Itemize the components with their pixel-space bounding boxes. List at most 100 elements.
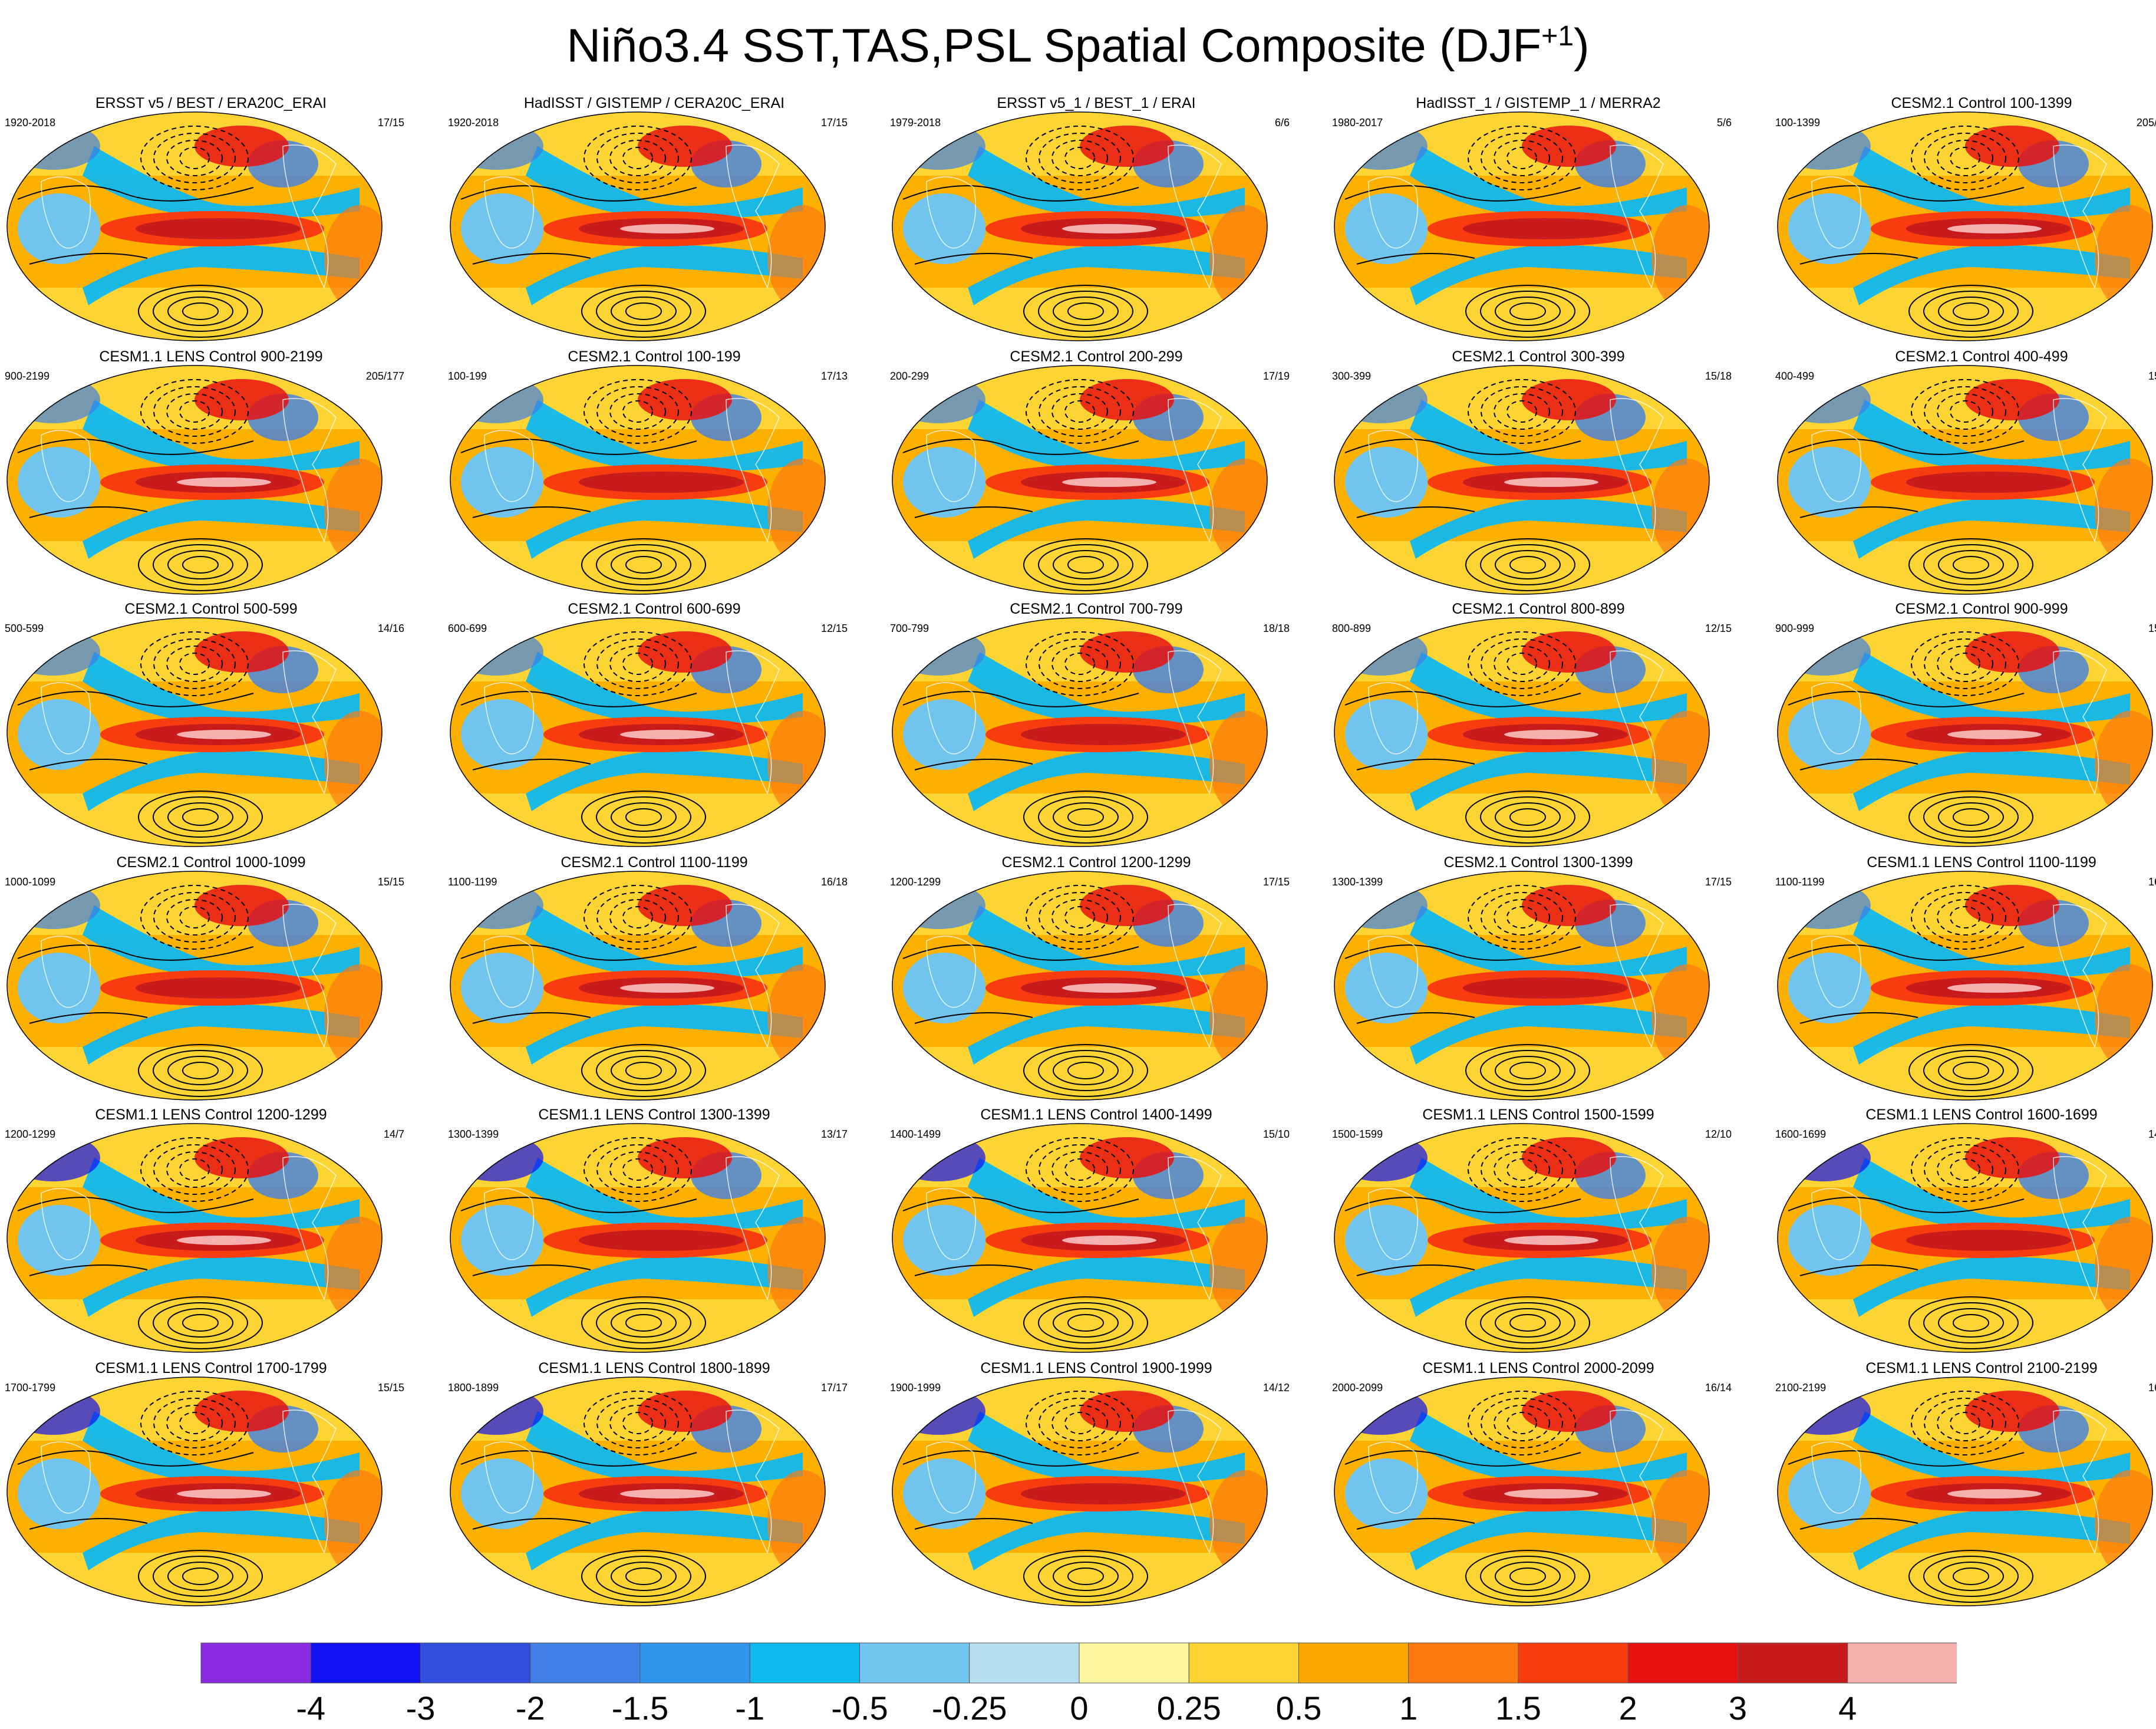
panel-title: CESM2.1 Control 400-499 xyxy=(1895,348,2068,365)
panel-period: 1800-1899 xyxy=(448,1382,499,1394)
colorbar-tick-label: -2 xyxy=(515,1690,545,1727)
panel-event-count: 15/15 xyxy=(2148,623,2156,634)
map-panel: CESM1.1 LENS Control 1400-1499 1400-1499 1… xyxy=(889,1106,1304,1358)
robinson-map xyxy=(892,1123,1268,1353)
panel-period: 100-199 xyxy=(448,370,487,382)
panel-event-count: 17/15 xyxy=(1262,876,1290,888)
colorbar-box xyxy=(530,1642,641,1684)
map-panel: CESM1.1 LENS Control 1800-1899 1800-1899 1… xyxy=(447,1359,862,1612)
panel-event-count: 17/15 xyxy=(820,117,848,129)
map-panel: HadISST / GISTEMP / CERA20C_ERAI 1920-201… xyxy=(447,94,862,347)
panel-title: CESM1.1 LENS Control 1400-1499 xyxy=(980,1106,1212,1123)
robinson-map xyxy=(450,871,826,1101)
panel-event-count: 14/16 xyxy=(377,623,404,634)
colorbar-box xyxy=(1738,1642,1848,1684)
map-panel: CESM2.1 Control 700-799 700-799 18/18 xyxy=(889,600,1304,852)
title-close: ) xyxy=(1574,19,1590,72)
map-panel: CESM2.1 Control 100-199 100-199 17/13 xyxy=(447,348,862,600)
map-panel: CESM2.1 Control 800-899 800-899 12/15 xyxy=(1331,600,1746,852)
panel-event-count: 15/14 xyxy=(2148,370,2156,382)
panel-period: 900-2199 xyxy=(5,370,50,382)
panel-period: 1200-1299 xyxy=(5,1128,56,1140)
robinson-map xyxy=(6,111,383,341)
panel-period: 1200-1299 xyxy=(890,876,941,888)
panel-event-count: 15/10 xyxy=(1262,1128,1290,1140)
panel-title: CESM2.1 Control 300-399 xyxy=(1452,348,1625,365)
colorbar-box xyxy=(1188,1642,1299,1684)
colorbar-box xyxy=(1079,1642,1189,1684)
robinson-map xyxy=(1334,1376,1710,1606)
panel-title: CESM1.1 LENS Control 2100-2199 xyxy=(1865,1360,2098,1376)
robinson-map xyxy=(892,617,1268,847)
colorbar-box xyxy=(639,1642,750,1684)
panel-event-count: 18/18 xyxy=(1262,623,1290,634)
panel-title: CESM2.1 Control 200-299 xyxy=(1010,348,1183,365)
panel-period: 1100-1199 xyxy=(1775,876,1825,888)
colorbar-box xyxy=(1408,1642,1519,1684)
panel-title: CESM2.1 Control 800-899 xyxy=(1452,601,1625,617)
robinson-map xyxy=(1334,871,1710,1101)
panel-event-count: 16/18 xyxy=(820,876,848,888)
map-panel: CESM1.1 LENS Control 2100-2199 2100-2199 1… xyxy=(1774,1359,2156,1612)
robinson-map xyxy=(892,111,1268,341)
robinson-map xyxy=(892,1376,1268,1606)
colorbar-box xyxy=(1298,1642,1409,1684)
panel-event-count: 14/7 xyxy=(383,1128,404,1140)
map-panel: CESM1.1 LENS Control 1500-1599 1500-1599 1… xyxy=(1331,1106,1746,1358)
colorbar-tick-label: 4 xyxy=(1838,1690,1857,1727)
panel-period: 500-599 xyxy=(5,623,44,634)
panel-title: CESM2.1 Control 900-999 xyxy=(1895,601,2068,617)
robinson-map xyxy=(6,365,383,595)
colorbar-tick-label: 0.5 xyxy=(1275,1690,1322,1727)
panel-period: 1300-1399 xyxy=(1332,876,1383,888)
panel-event-count: 17/13 xyxy=(820,370,848,382)
panel-event-count: 12/15 xyxy=(1705,623,1732,634)
panel-period: 2000-2099 xyxy=(1332,1382,1383,1394)
panel-period: 1920-2018 xyxy=(448,117,499,129)
panel-period: 900-999 xyxy=(1775,623,1815,634)
colorbar xyxy=(200,1642,1957,1684)
robinson-map xyxy=(1777,365,2153,595)
panel-period: 700-799 xyxy=(890,623,929,634)
colorbar-box xyxy=(310,1642,421,1684)
panel-event-count: 14/12 xyxy=(1262,1382,1290,1394)
panel-period: 1000-1099 xyxy=(5,876,56,888)
robinson-map xyxy=(1777,871,2153,1101)
robinson-map xyxy=(1777,1376,2153,1606)
panel-title: ERSST v5_1 / BEST_1 / ERAI xyxy=(997,95,1196,111)
panel-event-count: 15/15 xyxy=(377,876,404,888)
title-superscript: +1 xyxy=(1541,21,1574,52)
panel-period: 1700-1799 xyxy=(5,1382,56,1394)
colorbar-tick-label: 0 xyxy=(1070,1690,1089,1727)
panel-event-count: 17/19 xyxy=(1262,370,1290,382)
panel-event-count: 12/10 xyxy=(1705,1128,1732,1140)
panel-period: 1300-1399 xyxy=(448,1128,499,1140)
panel-title: CESM2.1 Control 1000-1099 xyxy=(116,854,306,871)
map-panel: CESM1.1 LENS Control 1700-1799 1700-1799 1… xyxy=(4,1359,418,1612)
colorbar-tick-label: -1 xyxy=(735,1690,765,1727)
colorbar-box xyxy=(969,1642,1080,1684)
colorbar-tick-label: -1.5 xyxy=(611,1690,669,1727)
map-panel: HadISST_1 / GISTEMP_1 / MERRA2 1980-2017 5… xyxy=(1331,94,1746,347)
panel-title: CESM2.1 Control 100-199 xyxy=(568,348,741,365)
colorbar-box xyxy=(859,1642,970,1684)
robinson-map xyxy=(6,1376,383,1606)
map-panel: CESM1.1 LENS Control 2000-2099 2000-2099 1… xyxy=(1331,1359,1746,1612)
robinson-map xyxy=(450,365,826,595)
panel-event-count: 14/13 xyxy=(2148,1128,2156,1140)
colorbar-box xyxy=(1627,1642,1738,1684)
robinson-map xyxy=(1334,111,1710,341)
panel-title: CESM1.1 LENS Control 2000-2099 xyxy=(1422,1360,1654,1376)
robinson-map xyxy=(1777,617,2153,847)
map-panel: CESM1.1 LENS Control 1900-1999 1900-1999 1… xyxy=(889,1359,1304,1612)
colorbar-box xyxy=(1518,1642,1628,1684)
panel-event-count: 17/17 xyxy=(820,1382,848,1394)
map-panel: CESM2.1 Control 1100-1199 1100-1199 16/18 xyxy=(447,854,862,1106)
panel-period: 1600-1699 xyxy=(1775,1128,1827,1140)
colorbar-tick-label: -4 xyxy=(296,1690,326,1727)
colorbar-tick-label: 0.25 xyxy=(1156,1690,1221,1727)
panel-period: 2100-2199 xyxy=(1775,1382,1827,1394)
robinson-map xyxy=(450,111,826,341)
panel-title: HadISST_1 / GISTEMP_1 / MERRA2 xyxy=(1416,95,1661,111)
colorbar-box xyxy=(749,1642,860,1684)
